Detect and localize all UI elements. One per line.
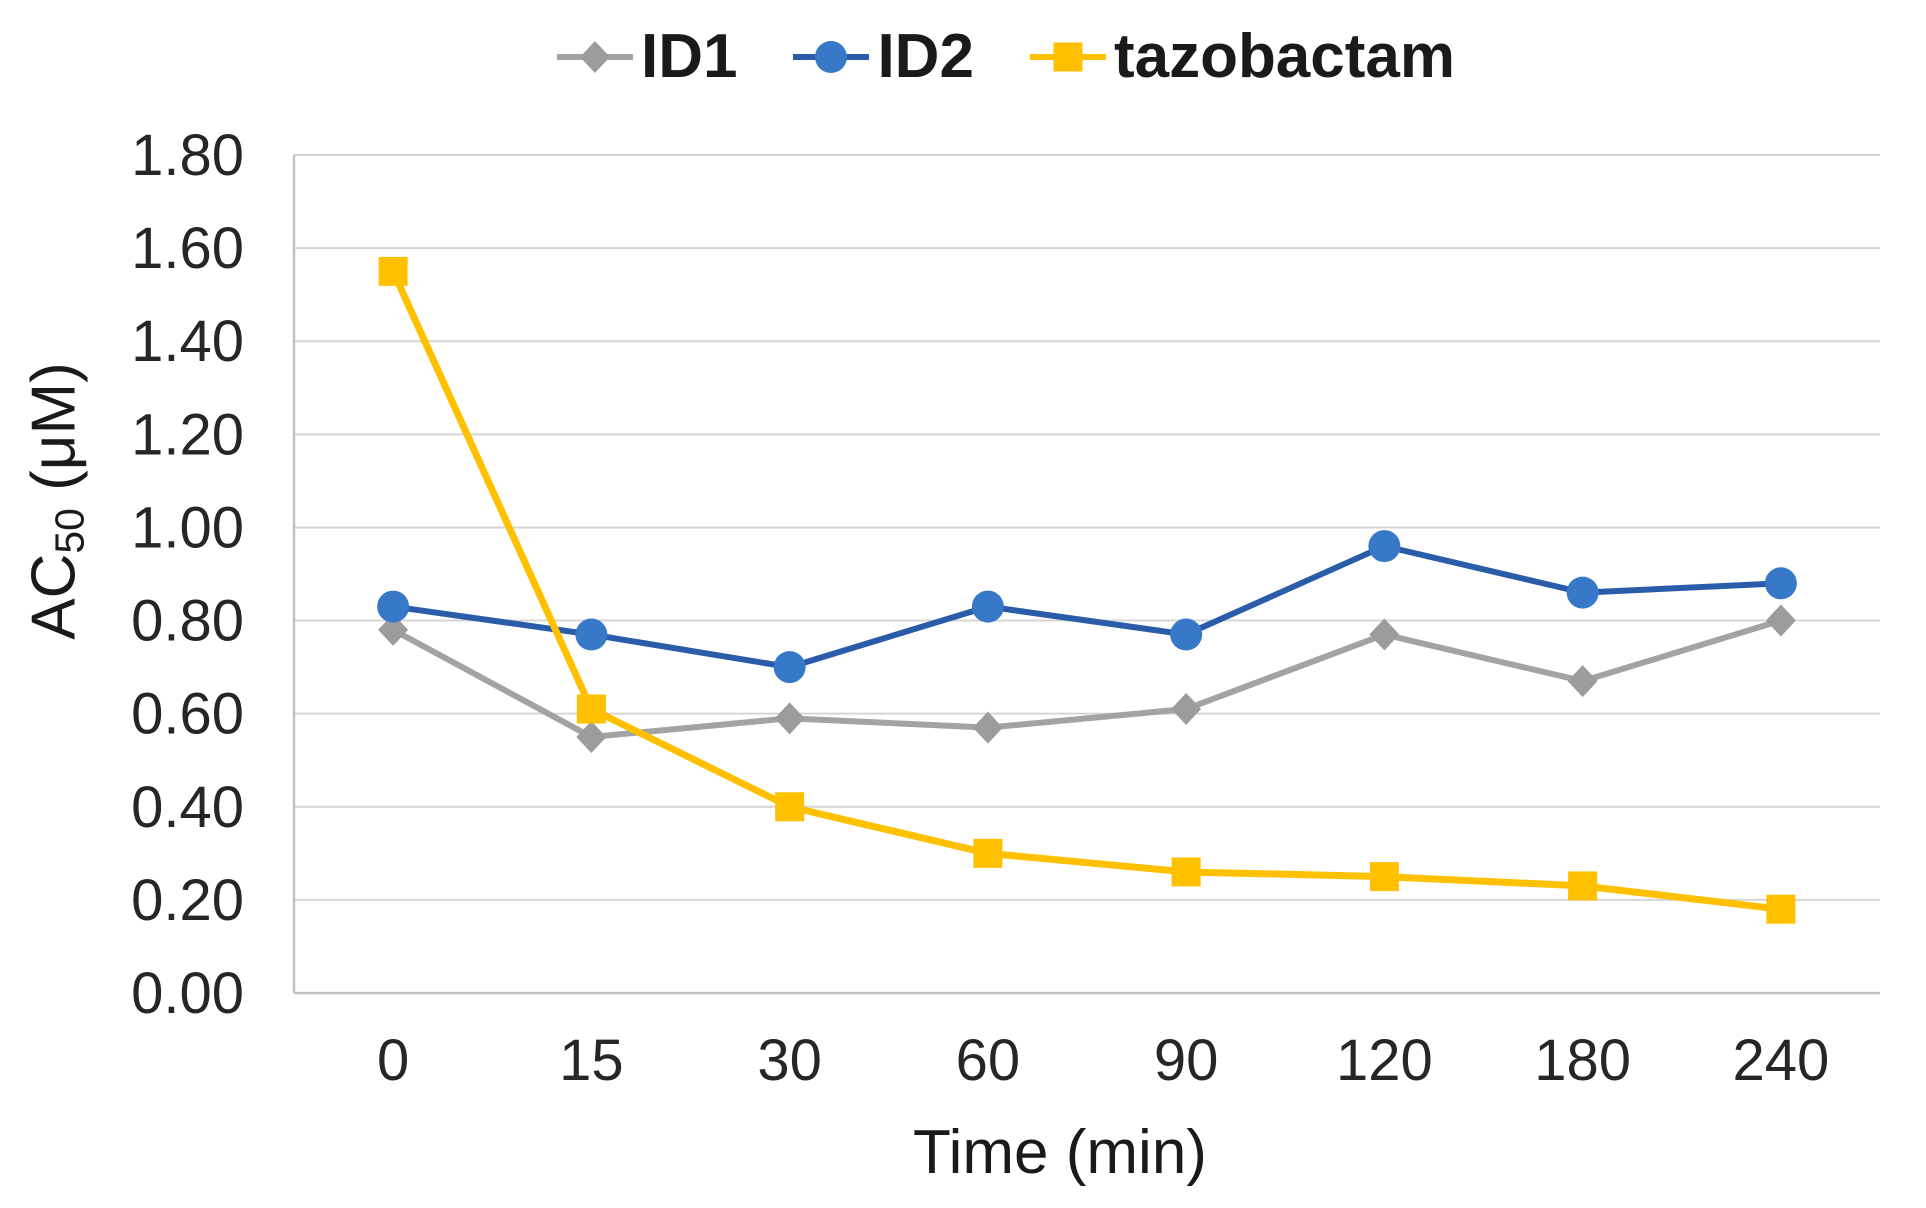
legend-marker-id2	[793, 41, 870, 73]
data-point-tazobactam-90	[1171, 857, 1201, 887]
y-tick-label: 0.80	[131, 589, 244, 654]
data-point-ID1-180	[1567, 665, 1598, 698]
y-tick-label: 1.80	[131, 123, 244, 188]
data-point-tazobactam-30	[775, 792, 805, 822]
y-tick-label: 1.20	[131, 402, 244, 467]
data-point-ID2-90	[1170, 618, 1203, 651]
legend-label-id2: ID2	[877, 22, 974, 91]
legend-marker-id1	[556, 41, 633, 73]
y-tick-label: 0.60	[131, 682, 244, 747]
y-tick-label: 0.00	[131, 961, 244, 1026]
x-tick-label: 60	[956, 1028, 1021, 1093]
data-point-ID2-180	[1566, 576, 1599, 609]
legend-item-tazobactam: tazobactam	[1028, 26, 1455, 88]
data-point-ID1-60	[972, 711, 1003, 744]
y-tick-label: 0.20	[131, 868, 244, 933]
data-point-ID2-0	[377, 590, 410, 623]
y-tick-label: 1.40	[131, 309, 244, 374]
legend-item-id1: ID1	[555, 26, 737, 88]
data-point-tazobactam-15	[576, 694, 606, 724]
x-tick-label: 120	[1336, 1028, 1433, 1093]
legend-label-tazobactam: tazobactam	[1113, 22, 1456, 91]
legend-label-id1: ID1	[640, 22, 738, 91]
data-point-ID2-30	[773, 651, 806, 684]
data-point-tazobactam-0	[378, 256, 408, 286]
data-point-ID1-30	[774, 702, 805, 735]
data-point-ID1-15	[576, 720, 607, 753]
data-point-ID1-0	[378, 613, 409, 646]
legend-glyph-ID1	[579, 41, 610, 73]
x-tick-label: 15	[559, 1028, 624, 1093]
data-point-ID2-15	[575, 618, 608, 651]
y-tick-label: 1.00	[131, 495, 244, 560]
x-tick-label: 0	[377, 1028, 409, 1093]
x-tick-label: 90	[1154, 1028, 1219, 1093]
data-point-ID2-120	[1368, 530, 1401, 563]
data-point-ID1-120	[1369, 618, 1400, 651]
legend: ID1 ID2 tazobactam	[555, 26, 1455, 88]
y-tick-label: 0.40	[131, 775, 244, 840]
data-point-ID1-90	[1171, 693, 1202, 726]
y-tick-label: 1.60	[131, 216, 244, 281]
legend-glyph-tazobactam	[1053, 42, 1083, 72]
series-line-tazobactam	[389, 267, 1785, 913]
series-line-ID2	[390, 543, 1784, 671]
data-point-tazobactam-60	[973, 838, 1003, 868]
data-point-tazobactam-120	[1369, 862, 1399, 892]
x-tick-label: 180	[1534, 1028, 1631, 1093]
data-point-tazobactam-240	[1766, 894, 1796, 924]
data-point-ID2-60	[971, 590, 1004, 623]
legend-glyph-ID2	[815, 41, 848, 73]
data-point-tazobactam-180	[1568, 871, 1598, 901]
legend-item-id2: ID2	[791, 22, 974, 91]
data-point-ID2-240	[1764, 567, 1797, 600]
series-line-ID1	[390, 617, 1784, 740]
x-tick-label: 240	[1732, 1028, 1829, 1093]
legend-marker-tazobactam	[1029, 42, 1106, 72]
x-tick-label: 30	[757, 1028, 822, 1093]
data-point-ID1-240	[1765, 604, 1796, 637]
x-axis-title: Time (min)	[913, 1118, 1207, 1187]
